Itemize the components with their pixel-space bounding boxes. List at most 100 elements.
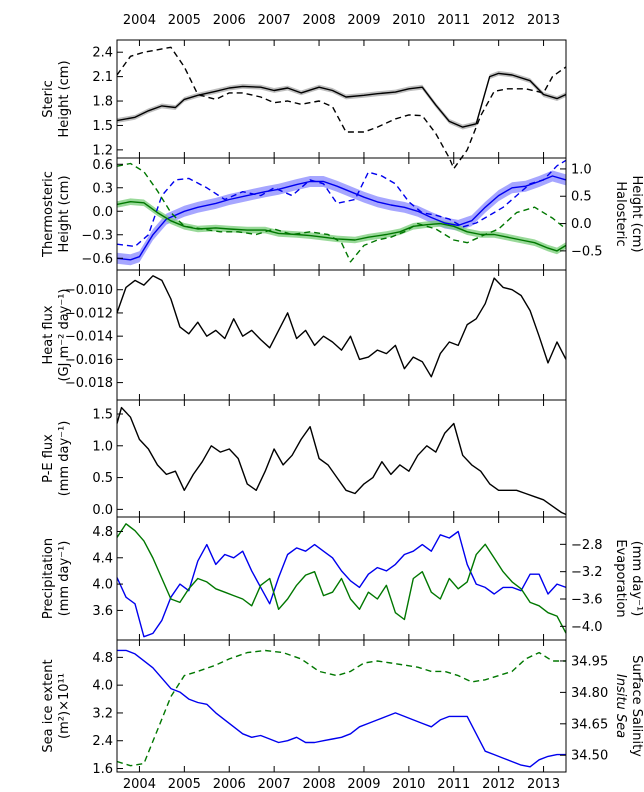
x-tick-label-bottom: 2008: [303, 777, 336, 792]
right-y-tick-label: −3.6: [571, 593, 603, 608]
precip-evap-series-line-1: [116, 523, 567, 634]
right-y-axis-label: Evaporation: [613, 539, 628, 617]
y-tick-label: 0.6: [92, 158, 113, 173]
y-tick-label: 2.4: [92, 734, 113, 749]
right-y-tick-label: 0.5: [571, 190, 592, 205]
right-y-tick-label: 34.50: [571, 749, 608, 764]
y-tick-label: 4.8: [92, 525, 113, 540]
steric-band-0: [117, 70, 566, 130]
steric-series-line-1: [116, 46, 567, 170]
y-axis-label: Precipitation: [41, 538, 56, 619]
x-tick-label-bottom: 2010: [392, 777, 425, 792]
y-tick-label: 4.0: [92, 679, 113, 694]
thermo-halo-series-line-1: [116, 159, 567, 248]
thermo-halo-band-2: [117, 198, 566, 255]
x-tick-label-top: 2006: [213, 13, 246, 28]
x-tick-label-top: 2007: [258, 13, 291, 28]
right-y-tick-label: −3.2: [571, 565, 603, 580]
y-tick-label: 3.6: [92, 604, 113, 619]
steric-series-line-0: [116, 72, 567, 128]
series-lines: [116, 46, 567, 768]
right-y-axis-label: Height (cm): [629, 175, 644, 252]
y-axis-label: (mm day⁻¹): [57, 541, 72, 617]
x-tick-label-top: 2010: [392, 13, 425, 28]
y-axis-label: Steric: [41, 80, 56, 117]
y-tick-label: 4.4: [92, 551, 113, 566]
x-tick-label-bottom: 2006: [213, 777, 246, 792]
y-tick-label: 0.3: [92, 181, 113, 196]
x-tick-label-bottom: 2007: [258, 777, 291, 792]
x-tick-label-bottom: 2012: [482, 777, 515, 792]
right-y-tick-label: 34.80: [571, 686, 608, 701]
axes-frame: [116, 39, 567, 773]
y-tick-label: 0.5: [92, 471, 113, 486]
right-y-tick-label: 34.95: [571, 654, 608, 669]
y-tick-label: 1.5: [92, 407, 113, 422]
right-y-axis-label: Surface Salinity: [629, 655, 644, 757]
right-y-tick-label: 0.0: [571, 217, 592, 232]
right-y-axis-label: Halosteric: [613, 181, 628, 246]
precip-evap-series-line-0: [116, 530, 567, 638]
x-tick-label-top: 2008: [303, 13, 336, 28]
y-tick-label: 1.5: [92, 119, 113, 134]
p-e-flux-axes-box: [116, 399, 567, 518]
y-tick-label: 3.2: [92, 706, 113, 721]
x-tick-label-top: 2013: [527, 13, 560, 28]
x-tick-label-top: 2012: [482, 13, 515, 28]
y-axis-label: Thermosteric: [41, 171, 56, 258]
right-y-axis-label: (mm day⁻¹): [629, 541, 644, 617]
x-tick-label-bottom: 2009: [347, 777, 380, 792]
thermo-halo-band-0: [117, 170, 566, 266]
right-y-tick-label: −2.8: [571, 538, 603, 553]
heat-flux-series-line-0: [116, 275, 567, 378]
y-tick-label: 1.8: [92, 95, 113, 110]
x-tick-label-top: 2011: [437, 13, 470, 28]
x-tick-label-top: 2004: [123, 13, 156, 28]
seaice-salinity-axes-box: [116, 639, 567, 773]
p-e-flux-series-line-0: [116, 406, 567, 516]
y-tick-label: 0.0: [92, 205, 113, 220]
right-y-axis-label: Insitu Sea: [613, 674, 628, 738]
thermo-halo-series-line-0: [116, 175, 567, 261]
y-axis-label: P-E flux: [41, 434, 56, 483]
y-axis-label: (mm day⁻¹): [57, 421, 72, 497]
x-tick-label-bottom: 2013: [527, 777, 560, 792]
x-tick-label-top: 2005: [168, 13, 201, 28]
y-tick-label: 2.1: [92, 70, 113, 85]
seaice-salinity-series-line-0: [117, 649, 566, 768]
y-tick-label: −0.014: [65, 330, 113, 345]
y-axis-label: Heat flux: [41, 305, 56, 364]
y-tick-label: −0.3: [81, 228, 113, 243]
y-tick-label: 4.8: [92, 651, 113, 666]
y-tick-label: 1.0: [92, 439, 113, 454]
y-tick-label: −0.010: [65, 283, 113, 298]
y-tick-label: −0.012: [65, 306, 113, 321]
x-tick-label-bottom: 2011: [437, 777, 470, 792]
right-y-tick-label: −0.5: [571, 244, 603, 259]
right-y-tick-label: 34.65: [571, 717, 608, 732]
y-tick-label: 1.6: [92, 762, 113, 777]
right-y-tick-label: 1.0: [571, 162, 592, 177]
y-tick-label: 2.4: [92, 46, 113, 61]
seaice-salinity-series-line-1: [116, 649, 566, 767]
uncertainty-bands: [117, 70, 566, 266]
x-tick-label-bottom: 2005: [168, 777, 201, 792]
x-tick-label-bottom: 2004: [123, 777, 156, 792]
y-tick-label: −0.6: [81, 252, 113, 267]
y-tick-label: −0.016: [65, 353, 113, 368]
x-tick-label-top: 2009: [347, 13, 380, 28]
y-tick-label: 0.0: [92, 503, 113, 518]
y-axis-label: (m²)×10¹¹: [57, 673, 72, 739]
heat-flux-axes-box: [116, 269, 567, 401]
right-y-tick-label: −4.0: [571, 620, 603, 635]
y-axis-label: (GJ m⁻² day⁻¹): [57, 288, 72, 381]
thermo-halo-series-line-3: [116, 162, 567, 263]
y-tick-label: 4.0: [92, 578, 113, 593]
y-axis-label: Height (cm): [57, 60, 72, 137]
y-tick-label: −0.018: [65, 376, 113, 391]
y-tick-label: 1.2: [92, 143, 113, 158]
y-axis-label: Height (cm): [57, 175, 72, 252]
y-axis-label: Sea ice extent: [41, 659, 56, 752]
